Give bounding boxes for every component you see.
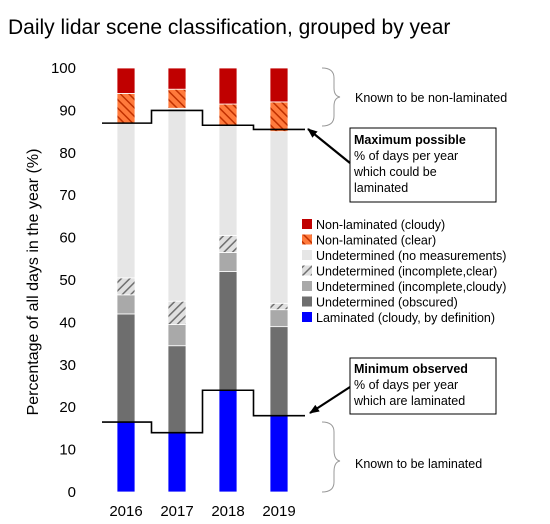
bar-segment: [116, 277, 136, 296]
legend-swatch: [302, 296, 312, 307]
annotation-laminated: Known to be laminated: [355, 457, 482, 471]
y-tick-label: 30: [59, 357, 76, 374]
legend-entry: Undetermined (obscured): [316, 296, 458, 310]
legend-swatch: [302, 219, 312, 229]
min-observed-box: [349, 357, 497, 415]
legend-swatch: [302, 312, 312, 322]
annotations: Known to be non-laminated Known to be lam…: [307, 67, 507, 493]
bar-segment: [116, 122, 136, 279]
min-observed-line-text: which are laminated: [353, 394, 465, 408]
bar-segment: [116, 67, 136, 94]
bar-segment: [167, 345, 187, 434]
y-axis-label: Percentage of all days in the year (%): [25, 149, 42, 416]
bar-segment: [218, 124, 238, 236]
y-tick-label: 20: [59, 399, 76, 416]
y-tick-label: 40: [59, 314, 76, 331]
x-tick-label: 2016: [109, 503, 142, 520]
bar-segment: [167, 88, 187, 109]
bar-segment: [167, 107, 187, 302]
min-observed-line-text: % of days per year: [354, 378, 458, 392]
chart-title: Daily lidar scene classification, groupe…: [8, 16, 450, 39]
max-possible-line-text: % of days per year: [354, 149, 458, 163]
x-tick-label: 2019: [262, 503, 295, 520]
bar-segment: [116, 421, 136, 493]
bar-segment: [167, 324, 187, 347]
bar-segment: [218, 252, 238, 272]
legend: Non-laminated (cloudy) Non-laminated (cle…: [302, 218, 506, 325]
y-tick-label: 90: [59, 102, 76, 119]
bar-segment: [269, 309, 289, 328]
legend-entry: Non-laminated (clear): [316, 234, 436, 248]
y-tick-labels: 0 10 20 30 40 50 60 70 80 90 100: [51, 60, 76, 501]
bar-segment: [269, 67, 289, 103]
brace-non-laminated: [321, 67, 341, 127]
legend-entry: Laminated (cloudy, by definition): [316, 311, 495, 325]
legend-entry: Undetermined (incomplete,cloudy): [316, 280, 506, 294]
max-possible-arrow: [307, 128, 351, 164]
bar-segment: [269, 101, 289, 132]
legend-swatch: [302, 281, 312, 291]
brace-laminated: [321, 421, 341, 493]
bar-segment: [269, 415, 289, 493]
bar-segment: [269, 302, 289, 311]
y-tick-label: 100: [51, 60, 76, 77]
x-tick-label: 2017: [160, 503, 193, 520]
bar-segment: [218, 67, 238, 105]
x-tick-labels: 2016 2017 2018 2019: [109, 503, 295, 520]
y-tick-label: 70: [59, 187, 76, 204]
min-observed-line: [102, 389, 305, 434]
bar-segment: [218, 235, 238, 253]
legend-swatch: [302, 250, 312, 260]
y-tick-label: 10: [59, 442, 76, 459]
bars: [116, 67, 289, 493]
min-observed-arrow: [309, 386, 351, 414]
legend-entry: Undetermined (incomplete,clear): [316, 265, 497, 279]
bar-segment: [218, 389, 238, 493]
y-tick-label: 80: [59, 145, 76, 162]
max-possible-line-text: laminated: [354, 181, 408, 195]
bar-segment: [218, 103, 238, 126]
bar-segment: [167, 67, 187, 90]
max-possible-title: Maximum possible: [354, 133, 466, 147]
max-possible-box: [349, 127, 497, 203]
bar-segment: [167, 300, 187, 325]
y-tick-label: 0: [68, 484, 76, 501]
bar-segment: [116, 313, 136, 423]
legend-entry: Non-laminated (cloudy): [316, 218, 445, 232]
legend-swatch: [302, 265, 312, 276]
x-tick-label: 2018: [211, 503, 244, 520]
reference-lines: [102, 109, 305, 434]
y-tick-label: 50: [59, 272, 76, 289]
legend-swatch: [302, 234, 312, 245]
bar-segment: [269, 326, 289, 417]
max-possible-line: [102, 109, 305, 131]
bar-segment: [116, 93, 136, 124]
bar-segment: [116, 294, 136, 315]
bar-segment: [269, 131, 289, 304]
annotation-non-laminated: Known to be non-laminated: [355, 91, 507, 105]
bar-segment: [167, 432, 187, 493]
min-observed-title: Minimum observed: [354, 362, 468, 376]
legend-entry: Undetermined (no measurements): [316, 249, 506, 263]
bar-segment: [218, 271, 238, 391]
max-possible-line-text: which could be: [353, 165, 437, 179]
y-tick-label: 60: [59, 230, 76, 247]
